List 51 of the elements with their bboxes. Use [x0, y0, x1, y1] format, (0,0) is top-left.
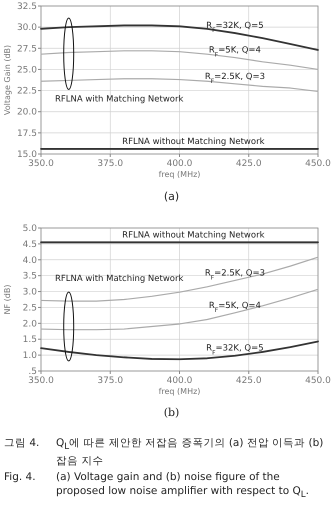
series-label: R$_{F}$=32K, Q=5 [206, 344, 264, 356]
x-tick-label: 350.0 [28, 376, 54, 386]
annotation: RFLNA with Matching Network [55, 94, 184, 104]
text: (a) [164, 190, 180, 203]
y-tick-label: 3.0 [22, 288, 38, 298]
x-tick-label: 375.0 [97, 159, 124, 169]
x-tick-label: 450.0 [305, 159, 332, 169]
y-tick-label: 4.5 [22, 240, 37, 250]
caption: Fig. 4. [3, 470, 37, 486]
y-tick-label: 2.5 [22, 303, 37, 314]
y-tick-label: 25.0 [16, 65, 38, 76]
x-tick-label: 450.0 [305, 376, 332, 386]
y-tick-label: 15.0 [16, 150, 38, 160]
series-label: R$_{F}$=5K, Q=4 [208, 46, 261, 58]
y-tick-label: 1.0 [22, 351, 38, 362]
series-label: RFLNA without Matching Network [122, 230, 265, 240]
y-tick-label: 3.5 [22, 272, 37, 282]
caption: 그림 4. [3, 436, 40, 451]
y-tick-label: 4.0 [22, 256, 38, 266]
y-axis-title: NF (dB) [3, 284, 12, 314]
series-label: R$_{F}$=5K, Q=4 [208, 300, 261, 314]
x-tick-label: 350.0 [28, 159, 54, 169]
y-tick-label: 30.0 [16, 23, 38, 34]
line-series [40, 256, 319, 302]
x-tick-label: 400.0 [166, 376, 193, 386]
series-label: RFLNA without Matching Network [122, 136, 265, 147]
text: Q$_{L}$에 따른 제안한 저잡음 증폭기의 (a) 전압 이득과 (b) 잡음 지수 [56, 436, 324, 468]
line-series [40, 340, 319, 360]
y-tick-label: 20.0 [16, 108, 38, 118]
y-tick-label: 5.0 [22, 224, 38, 234]
series-label: R$_{F}$=32K, Q=5 [206, 21, 264, 34]
y-tick-label: .5 [28, 367, 37, 377]
x-tick-label: 375.0 [97, 376, 124, 386]
series-label: R$_{F}$=2.5K, Q=3 [204, 72, 265, 84]
x-tick-label: 425.0 [236, 376, 262, 386]
y-tick-label: 2.0 [22, 319, 38, 330]
x-tick-label: 425.0 [236, 159, 262, 169]
y-tick-label: 1.5 [22, 335, 37, 346]
annotation: RFLNA with Matching Network [55, 274, 184, 284]
series-label: R$_{F}$=2.5K, Q=3 [204, 268, 265, 281]
x-axis-title: freq (MHz) [158, 170, 200, 179]
x-tick-label: 400.0 [166, 159, 193, 169]
line-series [40, 288, 319, 330]
y-tick-label: 32.5 [16, 2, 37, 12]
y-tick-label: 22.5 [16, 86, 37, 97]
y-axis-title: Voltage Gain (dB) [3, 44, 12, 116]
text: (b) [164, 406, 180, 419]
text: (a) Voltage gain and (b) noise figure of the proposed low noise amplifier with respect to Q$_{L}$. [56, 470, 310, 502]
y-tick-label: 27.5 [16, 44, 37, 54]
x-axis-title: freq (MHz) [158, 387, 200, 396]
y-tick-label: 17.5 [16, 128, 37, 139]
